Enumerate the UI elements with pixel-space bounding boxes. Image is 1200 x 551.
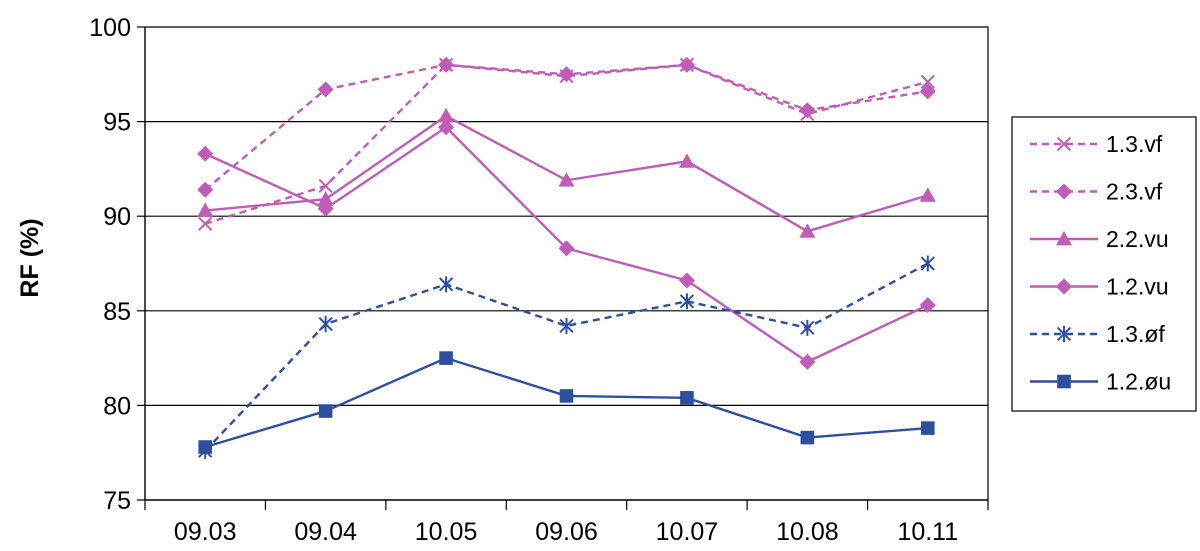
data-point (438, 56, 455, 73)
y-tick-label: 100 (89, 14, 131, 42)
data-point (559, 317, 574, 334)
data-point (197, 181, 214, 198)
legend-marker (1056, 231, 1072, 246)
y-tick-label: 95 (103, 109, 131, 137)
legend-marker (1057, 374, 1071, 389)
legend-label: 2.2.vu (1106, 226, 1169, 252)
x-tick-label: 10.08 (776, 518, 839, 546)
data-point (438, 276, 454, 293)
data-point (920, 74, 935, 89)
data-point (317, 200, 334, 217)
legend-item: 1.2.øu (1030, 369, 1171, 395)
legend-marker (1056, 136, 1072, 152)
legend-item: 1.2.vu (1030, 274, 1169, 300)
data-point (198, 440, 213, 454)
legend-label: 1.2.vu (1106, 274, 1169, 300)
legend-marker (1056, 278, 1072, 295)
legend-item: 2.2.vu (1030, 226, 1169, 252)
y-tick-label: 80 (103, 392, 131, 420)
x-tick-label: 09.03 (174, 518, 237, 546)
y-tick-label: 85 (103, 298, 131, 326)
data-point (317, 81, 334, 98)
axes (137, 26, 989, 510)
grid-lines (145, 26, 988, 406)
data-point (558, 172, 575, 187)
data-point (438, 107, 455, 123)
legend-marker (1056, 183, 1072, 200)
series-group (197, 56, 936, 459)
data-point (919, 187, 936, 202)
y-tick-label: 90 (103, 203, 131, 231)
y-tick-label: 75 (103, 487, 131, 515)
legend-item: 1.3.øf (1030, 321, 1165, 347)
data-point (799, 353, 816, 370)
data-point (198, 216, 213, 231)
x-tick-label: 10.05 (415, 518, 478, 546)
x-tick-label: 09.04 (294, 518, 357, 546)
legend-label: 1.3.øf (1106, 321, 1165, 347)
data-point (678, 153, 695, 168)
y-axis-title: RF (%) (16, 218, 44, 297)
legend-label: 1.2.øu (1106, 369, 1171, 395)
data-point (318, 404, 333, 418)
x-tick-label: 10.11 (897, 518, 958, 546)
data-point (558, 66, 575, 83)
x-tick-labels: 09.03 09.04 10.05 09.06 10.07 10.08 10.11 (174, 518, 958, 546)
x-tick-label: 10.07 (656, 518, 719, 546)
data-point (678, 56, 695, 73)
data-point (800, 319, 815, 336)
legend: 1.3.vf 2.3.vf 2.2.vu 1.2.vu 1.3.øf 1.2.øu (1011, 116, 1197, 412)
data-point (197, 145, 214, 162)
legend-label: 2.3.vf (1106, 179, 1163, 205)
series-2.2.vu (197, 107, 936, 238)
data-point (920, 421, 935, 435)
series-1.3.øf (198, 255, 935, 459)
data-point (439, 351, 453, 365)
data-point (799, 102, 816, 119)
data-point (920, 255, 935, 272)
legend-item: 1.3.vf (1030, 131, 1163, 157)
data-point (919, 83, 936, 100)
data-point (799, 223, 816, 238)
data-point (680, 391, 694, 405)
series-1.2.vu (197, 119, 936, 370)
data-point (317, 191, 334, 206)
legend-item: 2.3.vf (1030, 179, 1163, 205)
data-point (197, 202, 214, 217)
y-tick-labels: 75 80 85 90 95 100 (89, 14, 131, 515)
data-point (558, 240, 575, 257)
data-point (559, 389, 574, 403)
series-1.3.vf (198, 57, 935, 231)
legend-label: 1.3.vf (1106, 131, 1163, 157)
data-point (318, 316, 333, 333)
legend-marker (1056, 326, 1072, 342)
data-point (800, 430, 815, 445)
data-point (679, 293, 695, 310)
data-point (678, 272, 695, 289)
series-1.2.øu (198, 351, 935, 454)
series-line (204, 63, 928, 191)
data-point (919, 297, 936, 314)
x-tick-label: 09.06 (535, 518, 598, 546)
data-point (318, 178, 333, 194)
series-2.3.vf (197, 56, 936, 198)
legend-box (1011, 116, 1197, 412)
data-point (438, 119, 455, 136)
